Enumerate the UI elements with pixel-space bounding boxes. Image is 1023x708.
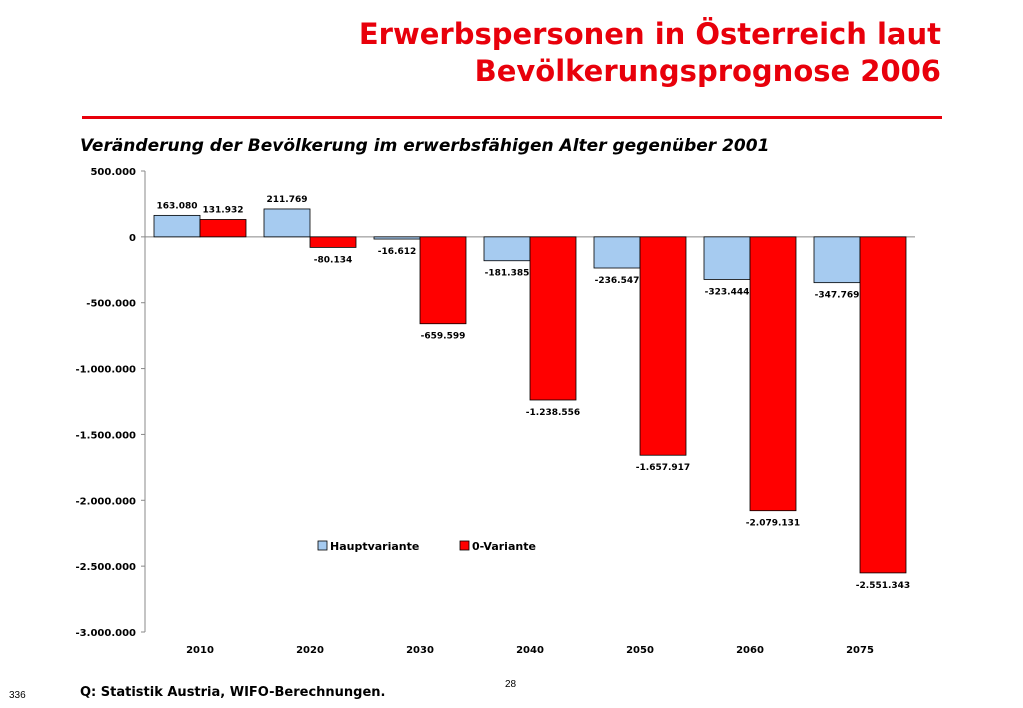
y-tick-label: -3.000.000 bbox=[76, 628, 136, 639]
bar-hauptvariante bbox=[483, 236, 531, 262]
data-label: 131.932 bbox=[203, 205, 244, 215]
source-note: Q: Statistik Austria, WIFO-Berechnungen. bbox=[80, 685, 386, 700]
bar-hauptvariante bbox=[813, 236, 861, 284]
bar-nullvariante bbox=[639, 236, 687, 456]
data-label: -1.657.917 bbox=[636, 463, 690, 473]
data-label: -1.238.556 bbox=[526, 408, 580, 418]
y-tick-label: -1.000.000 bbox=[76, 365, 136, 376]
legend-label: 0-Variante bbox=[472, 540, 536, 553]
legend-label: Hauptvariante bbox=[330, 540, 419, 553]
bar-hauptvariante bbox=[373, 236, 421, 240]
legend-swatch bbox=[317, 540, 328, 551]
legend-swatch bbox=[459, 540, 470, 551]
y-tick-label: 500.000 bbox=[90, 167, 136, 178]
y-tick-label: -500.000 bbox=[86, 299, 136, 310]
slide-number: 336 bbox=[9, 690, 26, 701]
x-tick-label: 2040 bbox=[516, 645, 544, 656]
data-label: -181.385 bbox=[485, 269, 530, 279]
data-label: -659.599 bbox=[421, 332, 466, 342]
x-tick-label: 2075 bbox=[846, 645, 874, 656]
y-tick-label: -2.500.000 bbox=[76, 562, 136, 573]
x-tick-label: 2050 bbox=[626, 645, 654, 656]
title-line-1: Erwerbspersonen in Österreich laut bbox=[358, 17, 941, 51]
y-tick-label: -2.000.000 bbox=[76, 496, 136, 507]
bar-hauptvariante bbox=[263, 208, 311, 238]
data-label: 211.769 bbox=[267, 195, 308, 205]
data-label: -236.547 bbox=[595, 276, 640, 286]
bar-nullvariante bbox=[419, 236, 467, 325]
data-label: 163.080 bbox=[157, 201, 198, 211]
page-number: 28 bbox=[505, 679, 517, 690]
data-label: -2.079.131 bbox=[746, 519, 800, 529]
bar-hauptvariante bbox=[593, 236, 641, 269]
x-tick-label: 2060 bbox=[736, 645, 764, 656]
page-title: Erwerbspersonen in Österreich laut Bevöl… bbox=[141, 16, 941, 90]
title-line-2: Bevölkerungsprognose 2006 bbox=[474, 54, 941, 88]
x-tick-label: 2010 bbox=[186, 645, 214, 656]
bar-hauptvariante bbox=[703, 236, 751, 280]
y-tick-label: -1.500.000 bbox=[76, 430, 136, 441]
y-tick-label: 0 bbox=[129, 233, 136, 244]
data-label: -347.769 bbox=[815, 291, 860, 301]
bar-nullvariante bbox=[309, 236, 357, 248]
data-label: -323.444 bbox=[705, 287, 750, 297]
title-divider bbox=[82, 116, 942, 119]
chart-title: Veränderung der Bevölkerung im erwerbsfä… bbox=[80, 136, 770, 156]
bar-nullvariante bbox=[199, 219, 247, 238]
data-label: -80.134 bbox=[314, 255, 352, 265]
data-label: -2.551.343 bbox=[856, 581, 910, 591]
bar-nullvariante bbox=[749, 236, 797, 512]
x-tick-label: 2030 bbox=[406, 645, 434, 656]
bar-nullvariante bbox=[859, 236, 907, 574]
x-tick-label: 2020 bbox=[296, 645, 324, 656]
bar-hauptvariante bbox=[153, 214, 201, 238]
data-label: -16.612 bbox=[378, 247, 416, 257]
bar-nullvariante bbox=[529, 236, 577, 401]
